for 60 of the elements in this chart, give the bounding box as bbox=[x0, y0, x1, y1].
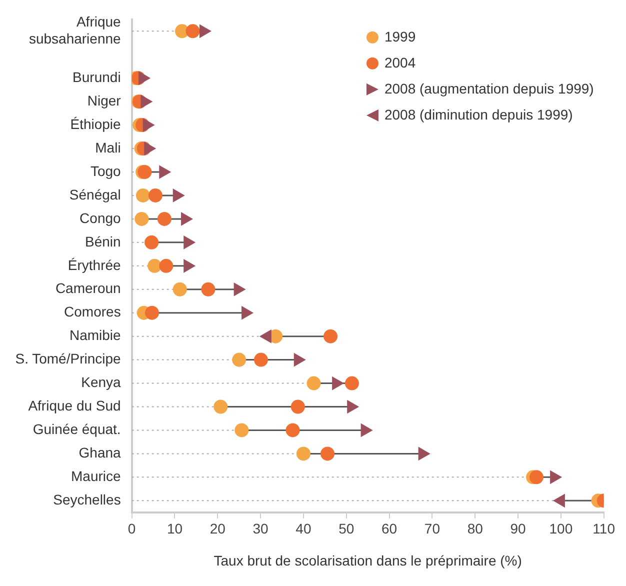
legend-label: 2008 (diminution depuis 1999) bbox=[384, 106, 573, 122]
y-tick-label: S. Tomé/Principe bbox=[15, 350, 122, 367]
point bbox=[344, 376, 359, 390]
y-tick-label: Togo bbox=[90, 162, 122, 179]
point bbox=[144, 306, 159, 320]
point bbox=[159, 258, 174, 273]
point bbox=[529, 470, 544, 484]
point bbox=[232, 352, 246, 367]
y-tick-label: Cameroun bbox=[55, 280, 121, 296]
y-tick-label: Bénin bbox=[85, 233, 121, 250]
point bbox=[186, 24, 200, 38]
y-tick-label: Ghana bbox=[78, 444, 122, 461]
x-tick-label: 80 bbox=[467, 520, 484, 537]
point bbox=[320, 446, 334, 461]
y-tick-label: Afrique du Sud bbox=[28, 398, 121, 414]
y-tick-label: Éthiopie bbox=[70, 116, 122, 132]
point bbox=[136, 188, 150, 202]
y-tick-label: Congo bbox=[80, 210, 122, 226]
y-tick-label: Niger bbox=[87, 92, 122, 108]
point bbox=[148, 258, 162, 273]
point bbox=[296, 446, 310, 461]
x-tick-label: 90 bbox=[510, 520, 526, 537]
y-tick-label: Namibie bbox=[69, 327, 122, 344]
x-tick-label: 60 bbox=[381, 520, 398, 537]
y-tick-label: Érythrée bbox=[68, 256, 122, 273]
y-tick-label: Maurice bbox=[71, 468, 122, 484]
point bbox=[306, 376, 321, 390]
y-tick-label: Seychelles bbox=[53, 492, 121, 508]
point bbox=[324, 329, 338, 344]
x-tick-label: 70 bbox=[424, 520, 440, 537]
x-tick-label: 110 bbox=[592, 520, 616, 537]
y-tick-label: Afrique subsaharienne bbox=[28, 14, 122, 46]
x-tick-label: 30 bbox=[252, 520, 269, 537]
point bbox=[290, 400, 305, 414]
point bbox=[201, 282, 216, 296]
x-tick-label: 10 bbox=[166, 520, 183, 537]
x-tick-label: 20 bbox=[210, 520, 226, 537]
point bbox=[234, 423, 249, 438]
x-tick-label: 40 bbox=[296, 520, 312, 537]
y-tick-label: Mali bbox=[95, 139, 121, 156]
point bbox=[286, 423, 300, 438]
point bbox=[254, 352, 268, 367]
legend-label: 2008 (augmentation depuis 1999) bbox=[384, 80, 594, 96]
y-tick-label: Sénégal bbox=[69, 186, 121, 202]
point bbox=[144, 235, 159, 250]
x-tick-label: 50 bbox=[338, 520, 354, 537]
legend-label: 1999 bbox=[384, 28, 416, 44]
x-tick-label: 100 bbox=[549, 520, 573, 537]
x-tick-label: 0 bbox=[128, 520, 136, 537]
y-tick-label: Comores bbox=[64, 304, 121, 320]
point bbox=[214, 400, 228, 414]
point bbox=[172, 282, 187, 296]
point bbox=[148, 188, 162, 202]
legend-label: 2004 bbox=[384, 54, 416, 70]
point bbox=[157, 212, 172, 226]
x-axis-title: Taux brut de scolarisation dans le préprimaire (%) bbox=[214, 552, 522, 568]
y-tick-label: Guinée équat. bbox=[32, 421, 121, 438]
y-tick-label: Burundi bbox=[72, 68, 121, 85]
point bbox=[134, 212, 149, 226]
y-tick-label: Kenya bbox=[81, 374, 122, 390]
